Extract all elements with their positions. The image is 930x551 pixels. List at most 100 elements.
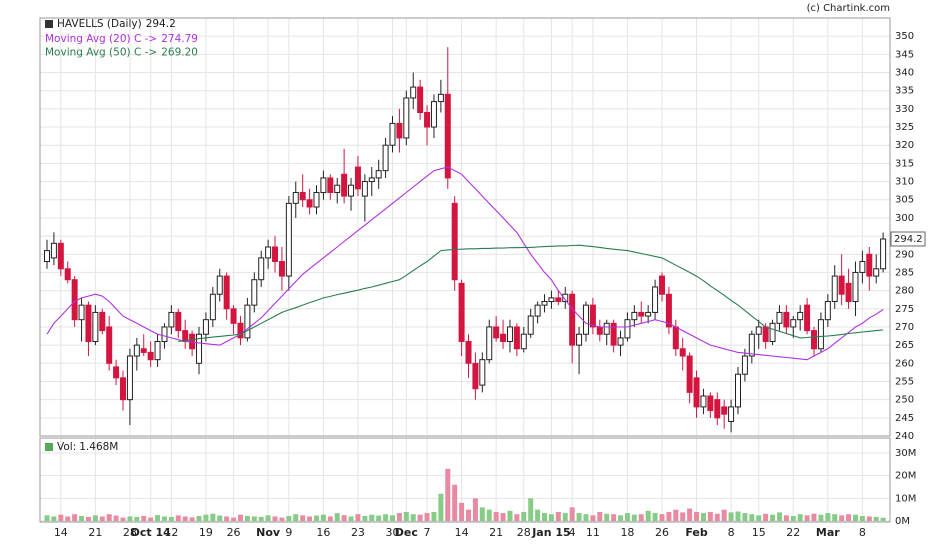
volume-bar [852,514,858,521]
volume-bar [873,516,879,521]
legend-entry: Moving Avg (20) C -> 274.79 [45,33,198,45]
candle-body [50,242,57,259]
candle-body [880,238,887,270]
candle-body [686,355,693,393]
candle-body [403,97,410,139]
x-tick-label: 30 [386,526,400,539]
y-tick-label: 300 [895,213,914,224]
candle-body [209,293,216,321]
volume-bar [141,516,147,521]
candle-body [562,293,569,303]
x-tick-label: Oct 14 [131,526,172,539]
volume-bar [44,515,50,521]
candle-body [762,326,769,342]
volume-bar [500,513,506,521]
volume-bar [673,509,679,521]
candle-body [299,191,306,201]
candle-body [396,122,403,139]
candle-body [624,319,631,339]
volume-bar [355,514,361,521]
candle-body [327,177,334,193]
volume-bar [224,516,230,521]
volume-bar [486,509,492,521]
volume-bar [92,515,98,521]
candle-body [548,297,555,303]
x-tick-label: 18 [620,526,634,539]
candle-body [500,333,507,342]
volume-bar [182,516,188,521]
volume-bar [811,513,817,521]
volume-bar [631,514,637,521]
volume-bar [756,515,762,521]
volume-bar [611,514,617,521]
volume-bar [866,516,872,521]
y-tick-label: 275 [895,304,914,315]
candle-body [804,304,811,332]
volume-bar [846,514,852,521]
y-tick-label: 245 [895,413,914,424]
candle-body [513,326,520,350]
legend-entry: Moving Avg (50) C -> 269.20 [45,47,198,59]
x-tick-label: 26 [227,526,241,539]
candle-body [92,311,99,342]
candle-body [368,177,375,183]
volume-bar [300,515,306,521]
volume-bar [472,498,478,521]
y-tick-label: 260 [895,358,914,369]
volume-bar [797,514,803,521]
candle-body [341,173,348,197]
volume-bar [51,516,57,521]
candle-body [700,395,707,408]
volume-bar [99,516,105,521]
volume-bar [265,515,271,521]
candle-body [320,177,327,193]
volume-bar [189,517,195,521]
candle-body [430,101,437,128]
volume-bar [161,516,167,521]
volume-bar [528,498,534,521]
volume-bar [452,484,458,521]
y-tick-label: 310 [895,177,914,188]
volume-bar [445,468,451,521]
volume-bar [804,515,810,521]
candle-body [458,282,465,342]
candle-body [645,311,652,317]
volume-bar [438,493,444,521]
x-tick-label: 12 [164,526,178,539]
volume-bar [466,509,472,521]
x-tick-label: 26 [655,526,669,539]
candle-body [285,202,292,277]
candle-body [859,261,866,273]
candle-body [237,322,244,339]
volume-bar [155,515,161,521]
volume-bar [624,513,630,521]
candle-body [831,275,838,303]
volume-bar [120,517,126,521]
volume-bar [376,515,382,521]
candle-body [652,286,659,313]
candle-body [126,355,133,401]
candle-body [354,166,361,190]
candle-body [852,271,859,303]
candle-body [154,340,161,361]
volume-tick-label: 10M [895,493,916,504]
candle-body [741,355,748,375]
candle-body [334,184,341,193]
candle-body [451,202,458,281]
volume-bar [700,513,706,521]
legend-icon [45,20,53,28]
x-tick-label: 22 [786,526,800,539]
candle-body [479,359,486,386]
volume-bar [825,513,831,521]
volume-bar [652,513,658,521]
y-tick-label: 280 [895,286,914,297]
candle-body [417,86,424,114]
y-tick-label: 325 [895,122,914,133]
volume-bar [749,514,755,521]
candle-body [258,257,265,281]
legend-name: Moving Avg (50) C -> [45,47,157,59]
volume-bar [507,510,513,521]
x-tick-label: 16 [316,526,330,539]
volume-bar [680,512,686,521]
